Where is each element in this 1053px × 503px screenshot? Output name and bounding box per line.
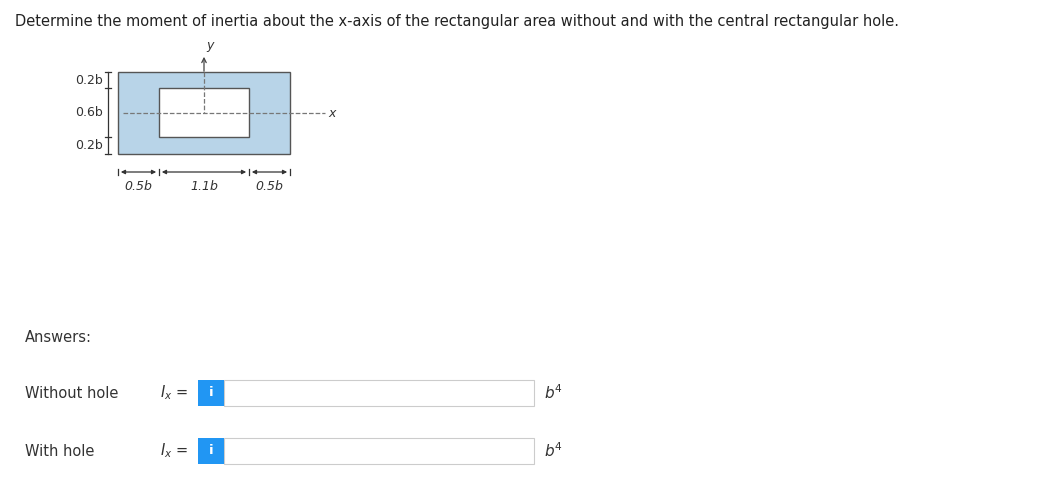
Text: 0.2b: 0.2b (75, 139, 103, 152)
Bar (198, 438, 224, 464)
Text: 1.1b: 1.1b (190, 180, 218, 193)
Text: Without hole: Without hole (25, 385, 118, 400)
Text: 0.2b: 0.2b (75, 73, 103, 87)
Text: With hole: With hole (25, 444, 95, 459)
Text: i: i (208, 445, 214, 458)
Bar (118, 72, 290, 154)
Bar (224, 438, 534, 464)
Text: 0.6b: 0.6b (75, 106, 103, 119)
Bar (198, 380, 224, 406)
Text: x: x (327, 107, 335, 120)
Text: i: i (208, 386, 214, 399)
Bar (224, 380, 534, 406)
Text: $I_x$ =: $I_x$ = (160, 384, 188, 402)
Text: $b^4$: $b^4$ (544, 442, 563, 460)
Text: $I_x$ =: $I_x$ = (160, 442, 188, 460)
Text: Determine the moment of inertia about the x-axis of the rectangular area without: Determine the moment of inertia about th… (15, 14, 899, 29)
Text: $b^4$: $b^4$ (544, 384, 563, 402)
Text: 0.5b: 0.5b (256, 180, 283, 193)
Text: 0.5b: 0.5b (124, 180, 153, 193)
Text: y: y (206, 39, 214, 52)
Bar (159, 88, 249, 137)
Text: Answers:: Answers: (25, 330, 92, 345)
